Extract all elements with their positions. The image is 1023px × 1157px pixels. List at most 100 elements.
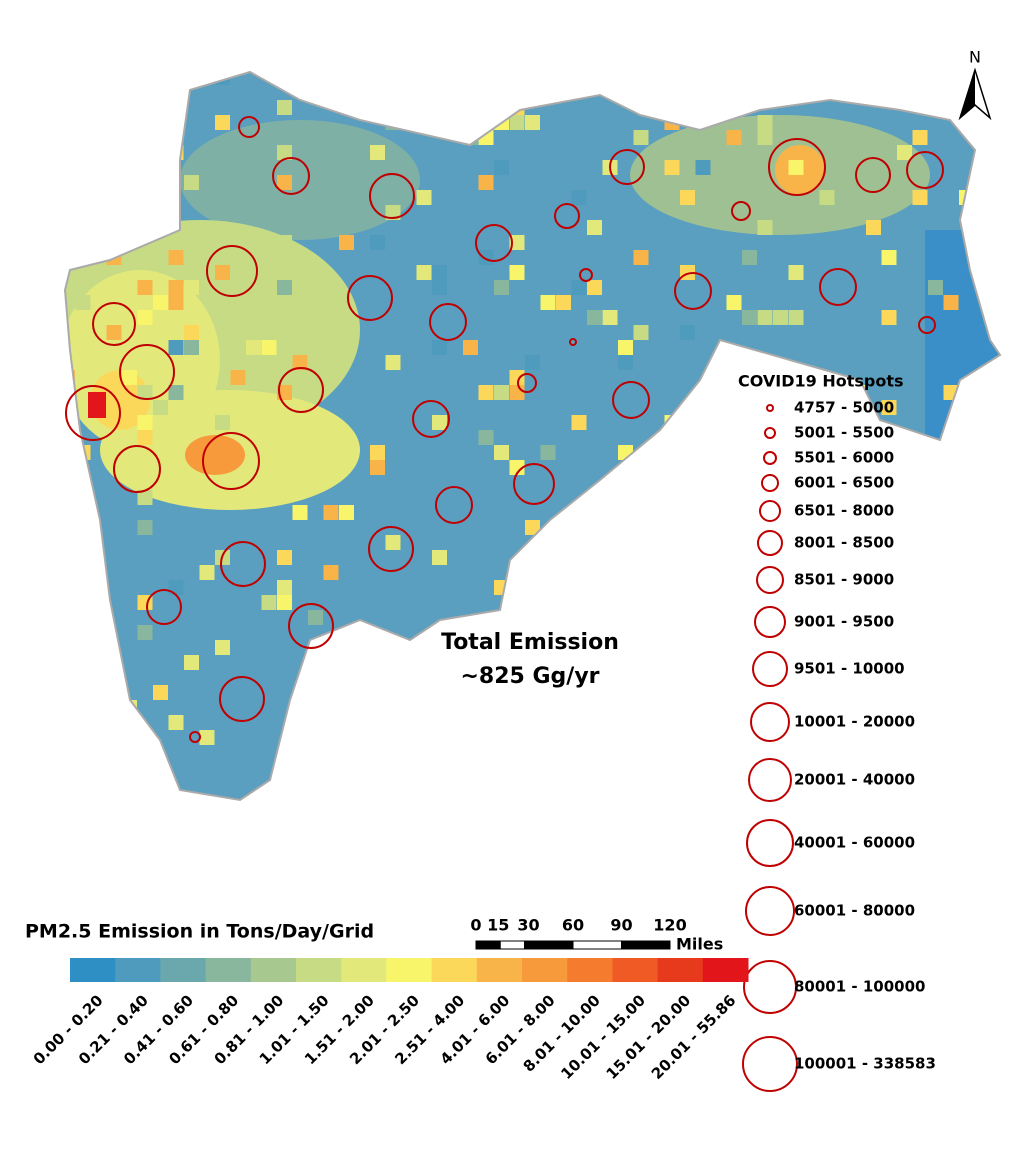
- grid-cell: [680, 730, 695, 745]
- hotspot: [368, 526, 414, 572]
- grid-cell: [509, 385, 525, 400]
- grid-cell: [757, 715, 773, 730]
- grid-cell: [680, 100, 695, 115]
- grid-cell: [571, 190, 587, 205]
- grid-cell: [184, 280, 199, 295]
- grid-cell: [928, 280, 943, 295]
- grid-cell: [509, 460, 525, 475]
- grid-cell: [153, 400, 168, 415]
- grid-cell: [664, 430, 680, 445]
- hotspots: [65, 116, 944, 743]
- grid-cell: [664, 685, 680, 700]
- grid-cell: [292, 505, 308, 520]
- grid-cell: [881, 250, 897, 265]
- grid-cell: [897, 145, 912, 160]
- grid-cell: [742, 445, 757, 460]
- hotspot: [731, 201, 751, 221]
- hotspot: [272, 157, 310, 195]
- hotspot: [278, 367, 324, 413]
- grid-cell: [168, 250, 184, 265]
- grid-cell: [199, 565, 215, 580]
- grid-cell: [168, 715, 184, 730]
- legend-symbol: [764, 427, 776, 439]
- scale-label: 0: [470, 916, 481, 935]
- grid-cell: [323, 565, 339, 580]
- legend-symbol: [763, 451, 777, 465]
- grid-cell: [618, 355, 633, 370]
- grid-cell: [587, 220, 602, 235]
- grid-cell: [912, 520, 928, 535]
- grid-cell: [75, 625, 91, 640]
- grid-cell: [323, 505, 339, 520]
- grid-cell: [494, 160, 509, 175]
- grid-cell: [277, 100, 292, 115]
- grid-cell: [633, 250, 649, 265]
- grid-cell: [509, 265, 525, 280]
- grid-cell: [215, 265, 230, 280]
- annotation-title: Total Emission: [441, 630, 619, 655]
- scale-label: 60: [562, 916, 584, 935]
- grid-cell: [897, 460, 912, 475]
- grid-cell: [308, 310, 323, 325]
- grid-cell: [137, 415, 153, 430]
- legend-label: 6501 - 8000: [794, 502, 894, 520]
- grid-cell: [432, 550, 447, 565]
- grid-cell: [168, 280, 184, 295]
- grid-cell: [261, 595, 277, 610]
- grid-cell: [106, 325, 122, 340]
- grid-cell: [432, 415, 447, 430]
- grid-cell: [912, 190, 928, 205]
- grid-cell: [184, 175, 199, 190]
- grid-cell: [199, 730, 215, 745]
- grid-cell: [385, 535, 401, 550]
- hotspot: [369, 173, 415, 219]
- grid-cell: [137, 520, 153, 535]
- grid-cell: [788, 265, 804, 280]
- grid-cell: [897, 445, 912, 460]
- scale-segment: [621, 940, 671, 950]
- hotspot: [429, 303, 467, 341]
- grid-cell: [881, 400, 897, 415]
- grid-cell: [137, 280, 153, 295]
- grid-cell: [478, 760, 494, 775]
- legend-symbol: [752, 651, 788, 687]
- grid-cell: [277, 175, 292, 190]
- hotspot: [435, 486, 473, 524]
- grid-cell: [509, 370, 525, 385]
- grid-cell: [153, 295, 168, 310]
- color-swatch: [296, 958, 342, 982]
- grid-cell: [757, 310, 773, 325]
- grid-cell: [339, 655, 354, 670]
- grid-cell: [649, 535, 664, 550]
- grid-cell: [184, 72, 199, 85]
- hotspot: [674, 272, 712, 310]
- legend-label: 5001 - 5500: [794, 424, 894, 442]
- grid-cell: [633, 325, 649, 340]
- grid-cell: [215, 640, 230, 655]
- grid-cell: [261, 280, 277, 295]
- legend-label: 80001 - 100000: [794, 978, 925, 996]
- grid-cell: [540, 445, 556, 460]
- grid-cell: [65, 505, 75, 520]
- grid-cell: [757, 130, 773, 145]
- grid-cell: [587, 715, 602, 730]
- grid-cell: [65, 625, 75, 640]
- legend-label: 20001 - 40000: [794, 771, 915, 789]
- grid-cell: [819, 190, 835, 205]
- grid-cell: [277, 235, 292, 250]
- grid-cell: [75, 295, 91, 310]
- grid-cell: [494, 580, 509, 595]
- legend-label: 40001 - 60000: [794, 834, 915, 852]
- grid-cell: [184, 325, 199, 340]
- grid-cell: [416, 685, 432, 700]
- grid-cell: [370, 760, 385, 775]
- grid-cell: [711, 610, 726, 625]
- grid-cell: [680, 565, 695, 580]
- grid-cell: [680, 325, 695, 340]
- hotspot: [554, 203, 580, 229]
- color-swatch: [657, 958, 704, 982]
- legend-symbol: [743, 960, 797, 1014]
- grid-cell: [974, 400, 990, 415]
- grid-cell: [339, 85, 354, 100]
- grid-cell: [664, 565, 680, 580]
